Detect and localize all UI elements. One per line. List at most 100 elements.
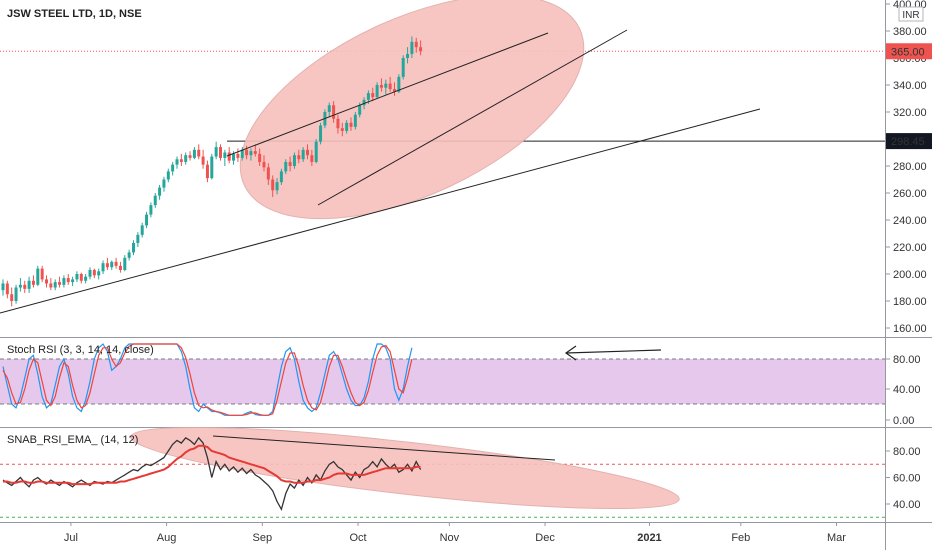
stoch-lines: [2, 343, 413, 416]
candle-body: [127, 252, 131, 258]
rsi-ema-line: [3, 444, 421, 486]
time-axis-label: Jul: [64, 532, 78, 544]
candle-body: [201, 156, 205, 165]
candle-body: [345, 122, 349, 131]
candle-body: [375, 85, 379, 98]
candle-body: [349, 122, 353, 127]
annotations-front: [0, 29, 761, 314]
stoch-rsi-pane[interactable]: Stoch RSI (3, 3, 14, 14, close): [0, 343, 885, 416]
candle-body: [384, 83, 388, 88]
stoch-axis-label: 40.00: [893, 384, 921, 396]
candle-body: [279, 171, 283, 183]
price-axis-label: 220.00: [893, 242, 927, 254]
time-axis-label: Dec: [535, 532, 555, 544]
candle-body: [223, 152, 227, 158]
candle-body: [14, 287, 18, 301]
candle-body: [275, 182, 279, 191]
candle-body: [5, 283, 9, 295]
price-axis-label: 160.00: [893, 323, 927, 335]
candle-body: [362, 99, 366, 106]
stoch-axis-label: 0.00: [893, 415, 914, 427]
candle-body: [210, 156, 214, 179]
time-axis-label: Sep: [253, 532, 273, 544]
candle-body: [27, 280, 31, 289]
price-axis-label: 260.00: [893, 188, 927, 200]
candle-body: [388, 83, 392, 90]
candle-body: [23, 284, 27, 289]
rsi-axis-label: 80.00: [893, 446, 921, 458]
candle-body: [88, 269, 92, 277]
candle-body: [97, 271, 101, 276]
arrow-head: [564, 345, 577, 361]
candle-body: [188, 155, 192, 158]
wedge-upper-line: [226, 32, 549, 157]
snab-rsi-pane[interactable]: SNAB_RSI_EMA_ (14, 12): [0, 411, 885, 525]
stoch-d-line: [2, 343, 413, 416]
candle-body: [284, 161, 288, 172]
candle-body: [232, 153, 236, 161]
long-trendline: [0, 108, 761, 314]
candle-body: [262, 161, 266, 168]
candle-body: [136, 234, 140, 243]
stoch-rsi-title: Stoch RSI (3, 3, 14, 14, close): [7, 344, 154, 356]
time-axis[interactable]: Jul Aug Sep Oct Nov Dec 2021 Feb Mar: [64, 522, 846, 544]
level-label-bg: [886, 133, 932, 150]
candle-body: [419, 47, 423, 52]
arrow-shaft: [565, 349, 662, 354]
candle-body: [162, 179, 166, 188]
candle-body: [84, 276, 88, 281]
rsi-axis-label: 40.00: [893, 499, 921, 511]
candle-body: [288, 161, 292, 166]
price-axis-label: 400.00: [893, 0, 927, 11]
candle-body: [10, 294, 14, 301]
candle-body: [258, 153, 262, 162]
time-axis-label: Aug: [157, 532, 177, 544]
annotation-arrow: [564, 345, 662, 361]
candle-body: [236, 153, 240, 158]
candle-body: [366, 93, 370, 100]
price-axis-label: 380.00: [893, 26, 927, 38]
candle-body: [314, 141, 318, 162]
price-axis[interactable]: 400.00380.00360.00340.00320.00300.00280.…: [885, 0, 932, 511]
candle-body: [336, 118, 340, 129]
price-pane-title: JSW STEEL LTD, 1D, NSE: [7, 8, 142, 20]
last-price-label-bg: [886, 43, 932, 60]
candle-body: [1, 283, 5, 291]
candle-body: [306, 149, 309, 156]
candle-body: [397, 76, 401, 92]
candle-body: [53, 282, 57, 288]
candle-body: [101, 263, 105, 272]
candle-body: [240, 149, 244, 158]
candle-body: [319, 125, 323, 142]
candle-body: [292, 155, 296, 166]
rsi-lines: [2, 436, 422, 512]
candle-body: [158, 187, 162, 196]
candle-body: [62, 278, 66, 285]
price-axis-label: 240.00: [893, 215, 927, 227]
candle-body: [18, 284, 22, 288]
time-axis-label: Feb: [731, 532, 750, 544]
candle-body: [410, 41, 414, 54]
rsi-trendline: [212, 435, 556, 461]
time-axis-label: Mar: [827, 532, 846, 544]
candle-body: [406, 53, 410, 58]
last-price-label: 365.00: [891, 46, 925, 58]
candle-body: [123, 257, 127, 270]
candle-body: [58, 282, 62, 285]
candle-body: [414, 41, 418, 48]
candle-body: [92, 269, 96, 276]
level-label: 298.45: [891, 136, 925, 148]
candle-body: [175, 159, 179, 165]
candle-body: [171, 164, 175, 172]
currency-text: INR: [902, 10, 919, 21]
candle-body: [253, 151, 257, 154]
currency-label[interactable]: INR: [898, 6, 924, 22]
candle-body: [340, 128, 344, 131]
price-pane[interactable]: JSW STEEL LTD, 1D, NSE: [0, 0, 885, 314]
candle-body: [140, 225, 144, 235]
candle-body: [353, 114, 357, 127]
candle-body: [31, 280, 35, 285]
stoch-k-line: [2, 343, 413, 416]
candle-body: [110, 261, 114, 268]
